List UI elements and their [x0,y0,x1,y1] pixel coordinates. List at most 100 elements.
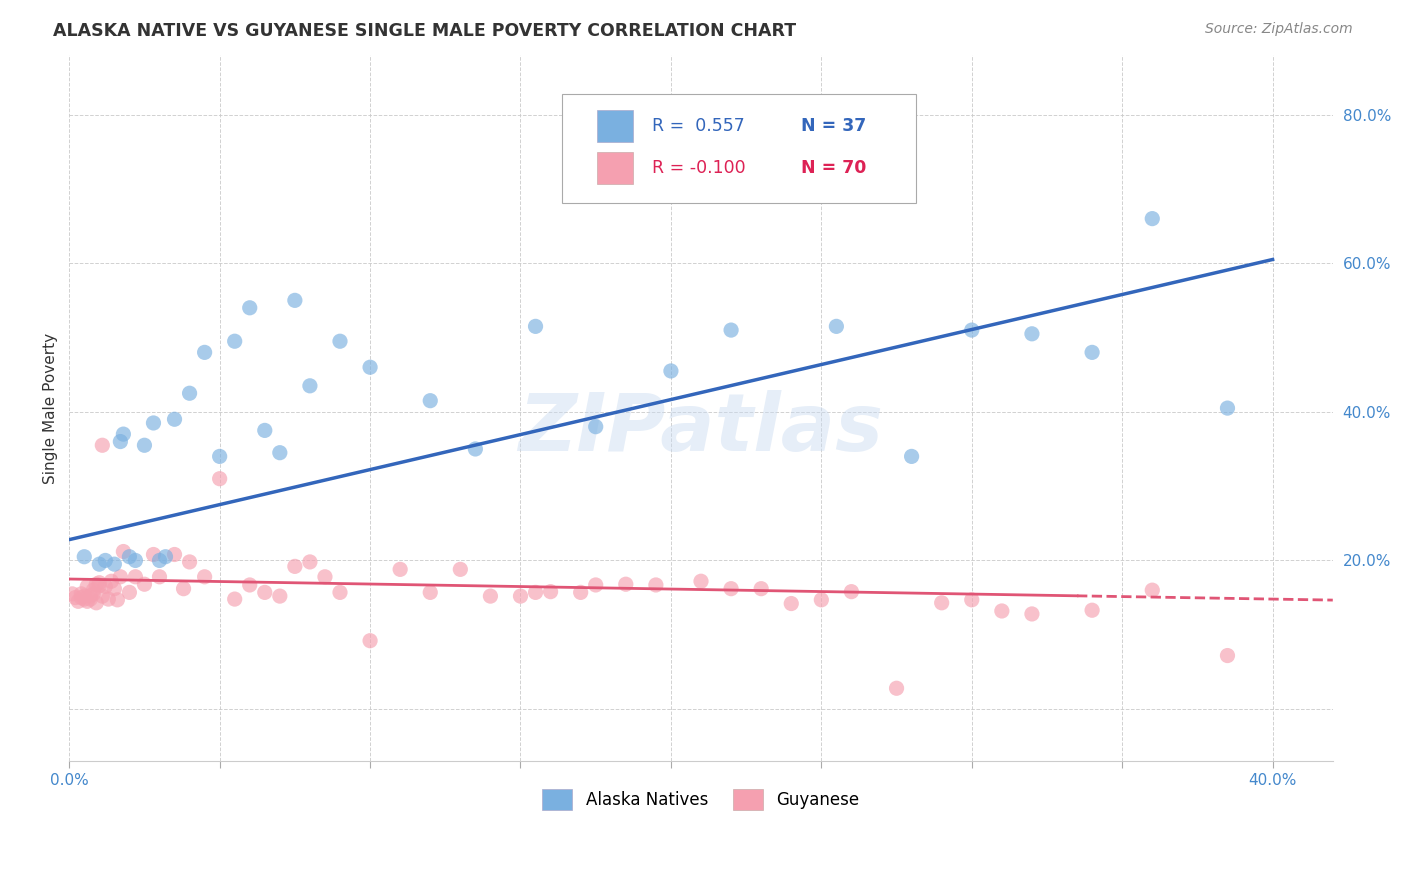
Point [163,412,186,426]
Point [1142,583,1164,598]
Point [314,570,336,584]
Point [82,583,104,598]
Point [960,592,983,607]
Point [509,589,531,603]
Point [163,548,186,562]
Point [224,592,246,607]
Point [298,379,321,393]
Point [124,553,146,567]
Point [70,591,93,605]
Point [825,319,848,334]
Text: Source: ZipAtlas.com: Source: ZipAtlas.com [1205,22,1353,37]
Text: N = 37: N = 37 [801,117,866,135]
Point [103,557,125,571]
Point [97,592,120,607]
Point [298,555,321,569]
Point [208,472,231,486]
Point [253,585,276,599]
Point [1216,648,1239,663]
Point [614,577,637,591]
Point [100,574,122,589]
Point [73,549,96,564]
Point [690,574,713,589]
Point [644,578,666,592]
Point [359,633,381,648]
Point [65,591,87,605]
Point [89,557,111,571]
Point [94,553,117,567]
Point [79,592,101,607]
Point [91,438,114,452]
Legend: Alaska Natives, Guyanese: Alaska Natives, Guyanese [536,782,866,816]
Point [84,596,107,610]
Point [749,582,772,596]
Point [1142,211,1164,226]
Text: ALASKA NATIVE VS GUYANESE SINGLE MALE POVERTY CORRELATION CHART: ALASKA NATIVE VS GUYANESE SINGLE MALE PO… [53,22,797,40]
Point [73,592,96,607]
Point [110,434,132,449]
Point [124,570,146,584]
Point [179,555,201,569]
Point [1021,326,1043,341]
Point [931,596,953,610]
Point [1021,607,1043,621]
Point [94,579,117,593]
Point [89,575,111,590]
Point [960,323,983,337]
Point [991,604,1014,618]
Point [720,582,742,596]
FancyBboxPatch shape [562,94,915,203]
Bar [598,152,633,184]
Point [449,562,471,576]
Point [76,579,98,593]
Point [886,681,908,696]
Point [569,585,592,599]
Point [142,416,165,430]
Point [1081,603,1104,617]
Point [208,450,231,464]
Point [540,584,562,599]
Point [67,594,90,608]
Point [194,345,217,359]
Point [79,589,101,603]
Point [73,589,96,603]
Point [179,386,201,401]
Point [284,559,307,574]
Point [70,587,93,601]
Point [659,364,682,378]
Point [585,419,607,434]
Point [329,334,352,349]
Point [173,582,195,596]
Point [329,585,352,599]
Point [464,442,486,456]
Point [194,570,217,584]
Point [76,594,98,608]
Bar [598,111,633,142]
Point [284,293,307,308]
Point [419,393,441,408]
Point [148,570,170,584]
Point [224,334,246,349]
Point [110,570,132,584]
Point [112,427,135,442]
Text: R = -0.100: R = -0.100 [652,159,745,177]
Point [91,589,114,603]
Point [479,589,502,603]
Point [82,587,104,601]
Point [269,589,291,603]
Text: N = 70: N = 70 [801,159,866,177]
Point [103,582,125,596]
Point [1081,345,1104,359]
Point [155,549,177,564]
Point [239,301,262,315]
Text: R =  0.557: R = 0.557 [652,117,744,135]
Point [419,585,441,599]
Point [142,548,165,562]
Text: ZIPatlas: ZIPatlas [519,391,883,468]
Y-axis label: Single Male Poverty: Single Male Poverty [44,333,58,483]
Point [524,319,547,334]
Point [269,446,291,460]
Point [1216,401,1239,416]
Point [389,562,412,576]
Point [810,592,832,607]
